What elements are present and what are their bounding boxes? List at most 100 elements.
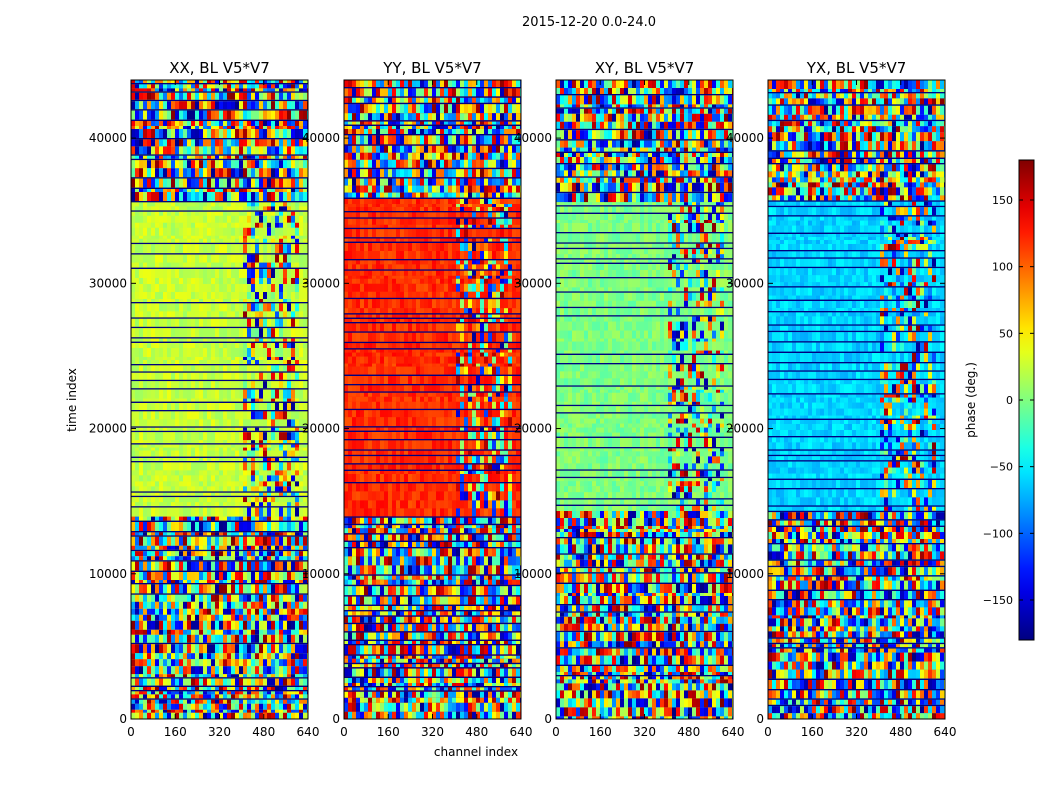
- heatmap-cell: [203, 318, 207, 327]
- heatmap-cell: [283, 481, 287, 487]
- heatmap-cell: [231, 227, 235, 236]
- heatmap-cell: [231, 206, 235, 211]
- heatmap-cell: [412, 129, 416, 134]
- heatmap-cell: [247, 411, 251, 420]
- heatmap-cell: [167, 328, 171, 338]
- heatmap-cell: [211, 357, 215, 360]
- heatmap-cell: [167, 532, 171, 536]
- heatmap-cell: [303, 206, 307, 211]
- heatmap-cell: [175, 444, 179, 448]
- heatmap-cell: [291, 522, 295, 531]
- heatmap-cell: [155, 712, 159, 719]
- heatmap-cell: [388, 97, 392, 103]
- heatmap-cell: [195, 389, 199, 399]
- heatmap-cell: [143, 629, 147, 635]
- heatmap-cell: [251, 235, 255, 239]
- heatmap-cell: [295, 146, 299, 155]
- heatmap-cell: [243, 507, 247, 517]
- heatmap-cell: [247, 462, 251, 471]
- heatmap-cell: [299, 92, 303, 100]
- heatmap-cell: [271, 507, 275, 517]
- heatmap-cell: [147, 189, 151, 192]
- heatmap-cell: [191, 365, 195, 372]
- heatmap-cell: [235, 343, 239, 348]
- heatmap-cell: [412, 145, 416, 153]
- heatmap-cell: [291, 644, 295, 654]
- heatmap-cell: [247, 492, 251, 496]
- heatmap-cell: [235, 389, 239, 399]
- heatmap-cell: [195, 614, 199, 621]
- heatmap-cell: [207, 101, 211, 110]
- heatmap-cell: [163, 303, 167, 312]
- heatmap-cell: [199, 584, 203, 594]
- heatmap-cell: [171, 84, 175, 89]
- heatmap-cell: [183, 343, 187, 348]
- heatmap-cell: [364, 80, 368, 87]
- heatmap-cell: [247, 608, 251, 615]
- heatmap-cell: [187, 284, 191, 292]
- heatmap-cell: [223, 699, 227, 704]
- heatmap-cell: [299, 594, 303, 602]
- heatmap-cell: [267, 432, 271, 441]
- heatmap-cell: [195, 146, 199, 155]
- heatmap-cell: [259, 678, 263, 686]
- heatmap-cell: [179, 126, 183, 129]
- heatmap-cell: [279, 311, 283, 318]
- heatmap-cell: [155, 458, 159, 461]
- heatmap-cell: [368, 121, 372, 125]
- heatmap-cell: [303, 502, 307, 507]
- heatmap-cell: [275, 254, 279, 263]
- heatmap-cell: [295, 419, 299, 427]
- heatmap-cell: [175, 614, 179, 621]
- heatmap-cell: [243, 160, 247, 169]
- heatmap-cell: [291, 84, 295, 89]
- heatmap-cell: [299, 235, 303, 239]
- heatmap-cell: [199, 254, 203, 263]
- y-tick-label: 30000: [89, 276, 127, 290]
- heatmap-cell: [432, 152, 436, 160]
- heatmap-cell: [211, 666, 215, 675]
- heatmap-cell: [243, 492, 247, 496]
- heatmap-cell: [231, 674, 235, 678]
- heatmap-cell: [227, 222, 231, 228]
- heatmap-cell: [131, 634, 135, 643]
- heatmap-cell: [255, 215, 259, 223]
- heatmap-cell: [215, 516, 219, 521]
- heatmap-cell: [279, 254, 283, 263]
- heatmap-cell: [239, 709, 243, 713]
- heatmap-cell: [143, 328, 147, 338]
- heatmap-cell: [456, 145, 460, 153]
- heatmap-cell: [187, 486, 191, 492]
- heatmap-cell: [287, 497, 291, 503]
- heatmap-cell: [159, 659, 163, 667]
- heatmap-cell: [235, 432, 239, 441]
- heatmap-cell: [235, 427, 239, 431]
- heatmap-cell: [279, 674, 283, 678]
- heatmap-cell: [163, 614, 167, 621]
- heatmap-cell: [143, 126, 147, 129]
- heatmap-cell: [243, 502, 247, 507]
- heatmap-cell: [299, 139, 303, 147]
- heatmap-cell: [231, 365, 235, 372]
- heatmap-cell: [243, 121, 247, 126]
- heatmap-cell: [223, 458, 227, 461]
- heatmap-cell: [299, 545, 303, 550]
- heatmap-cell: [131, 284, 135, 292]
- heatmap-cell: [247, 584, 251, 594]
- heatmap-cell: [159, 572, 163, 580]
- heatmap-cell: [183, 284, 187, 292]
- heatmap-cell: [251, 222, 255, 228]
- heatmap-cell: [271, 427, 275, 431]
- heatmap-cell: [243, 299, 247, 302]
- heatmap-cell: [235, 674, 239, 678]
- heatmap-cell: [179, 561, 183, 571]
- heatmap-cell: [271, 450, 275, 457]
- heatmap-cell: [271, 440, 275, 444]
- heatmap-cell: [179, 311, 183, 318]
- heatmap-cell: [287, 507, 291, 517]
- heatmap-cell: [155, 318, 159, 327]
- heatmap-cell: [211, 328, 215, 338]
- heatmap-cell: [271, 580, 275, 583]
- heatmap-cell: [303, 348, 307, 357]
- heatmap-cell: [183, 440, 187, 444]
